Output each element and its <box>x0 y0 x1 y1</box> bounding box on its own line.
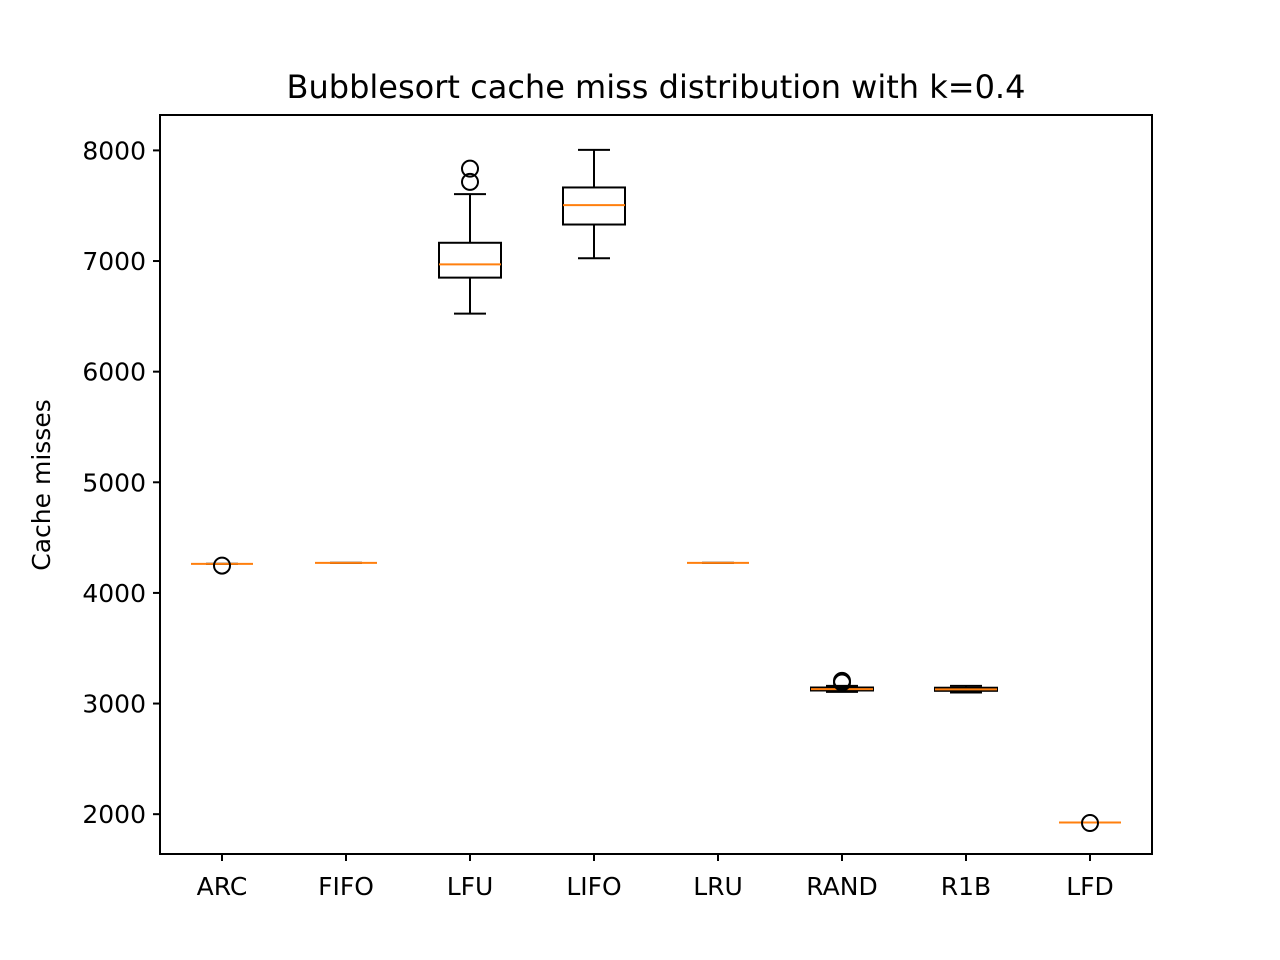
box-lfu <box>438 241 502 279</box>
y-tick-label-3000: 3000 <box>82 690 146 719</box>
box-group-arc <box>191 556 253 575</box>
box-group-lfd <box>1059 814 1121 833</box>
x-tick-label-lifo: LIFO <box>566 872 621 901</box>
chart-title: Bubblesort cache miss distribution with … <box>287 68 1026 106</box>
box-group-lifo <box>562 148 626 260</box>
box-group-lfu <box>438 159 502 315</box>
outlier-arc-0 <box>213 556 231 575</box>
outlier-lfu-1 <box>461 159 479 178</box>
outlier-rand-1 <box>833 671 851 690</box>
plot-frame <box>159 114 1153 855</box>
box-group-r1b <box>934 684 998 694</box>
x-tick-label-rand: RAND <box>806 872 877 901</box>
y-tick-label-8000: 8000 <box>82 136 146 165</box>
x-tick-label-arc: ARC <box>197 872 248 901</box>
x-tick-label-lfd: LFD <box>1066 872 1114 901</box>
y-tick-label-6000: 6000 <box>82 358 146 387</box>
y-tick-label-5000: 5000 <box>82 468 146 497</box>
y-axis-label: Cache misses <box>27 399 56 570</box>
x-tick-label-r1b: R1B <box>941 872 991 901</box>
outlier-lfu-0 <box>461 172 479 191</box>
x-tick-label-fifo: FIFO <box>318 872 374 901</box>
x-tick-label-lfu: LFU <box>447 872 494 901</box>
axes: 2000 3000 4000 5000 6000 7000 8000 ARC FIFO LFU LI… <box>82 114 1153 901</box>
y-tick-label-4000: 4000 <box>82 579 146 608</box>
x-tick-label-lru: LRU <box>693 872 743 901</box>
outlier-lfd-0 <box>1081 814 1099 833</box>
box-group-rand <box>810 671 874 693</box>
y-tick-label-7000: 7000 <box>82 247 146 276</box>
y-tick-label-2000: 2000 <box>82 800 146 829</box>
boxplot-marks <box>191 148 1121 833</box>
